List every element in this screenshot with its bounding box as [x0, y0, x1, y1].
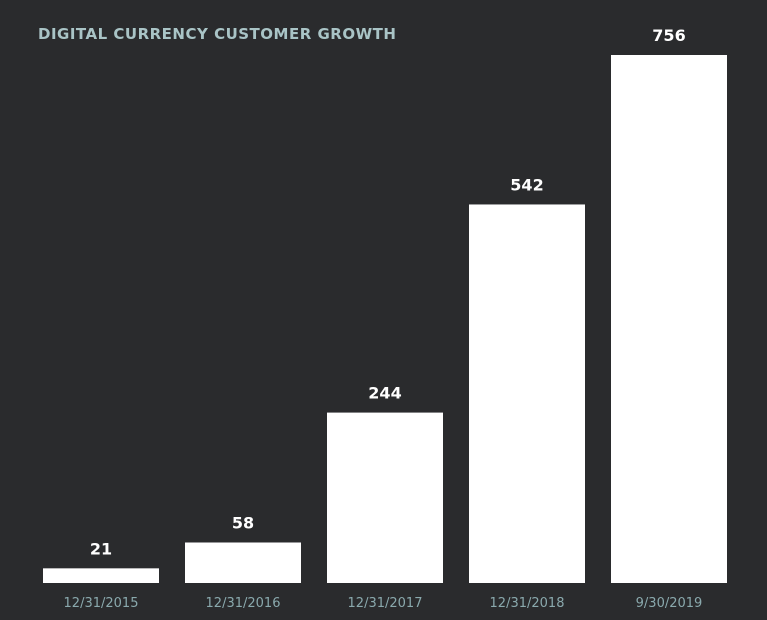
x-tick-label-2: 12/31/2016	[206, 596, 281, 611]
bar-2	[185, 542, 301, 583]
x-tick-label-3: 12/31/2017	[348, 596, 423, 611]
data-label-4: 542	[510, 175, 543, 194]
data-label-3: 244	[368, 384, 401, 403]
data-label-5: 756	[652, 26, 685, 45]
bar-3	[327, 412, 443, 583]
bar-1	[43, 568, 159, 583]
data-label-1: 21	[90, 539, 112, 558]
bar-5	[611, 55, 727, 583]
x-tick-label-1: 12/31/2015	[64, 596, 139, 611]
data-label-2: 58	[232, 513, 254, 532]
x-tick-label-4: 12/31/2018	[490, 596, 565, 611]
bar-4	[469, 204, 585, 583]
chart-title: DIGITAL CURRENCY CUSTOMER GROWTH	[38, 25, 397, 43]
x-tick-label-5: 9/30/2019	[636, 596, 703, 611]
